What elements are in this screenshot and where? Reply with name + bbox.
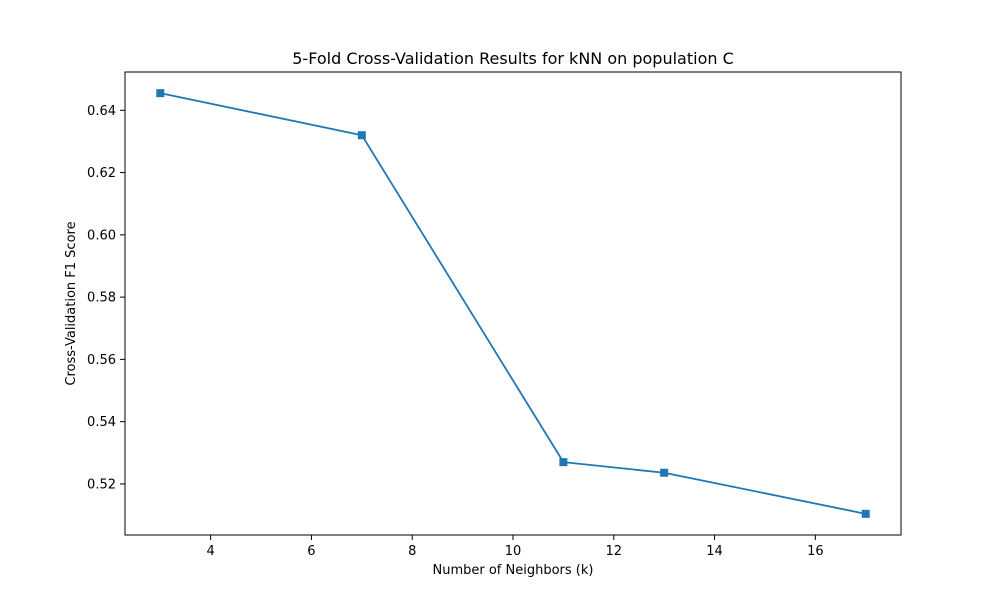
y-tick-label: 0.58 [87, 291, 116, 306]
y-tick-label: 0.56 [87, 353, 116, 368]
x-tick-label: 10 [505, 544, 522, 559]
plot-area-frame [124, 71, 902, 536]
plot-series-layer [156, 89, 870, 518]
chart-title: 5-Fold Cross-Validation Results for kNN … [292, 49, 734, 68]
data-point-marker [660, 468, 669, 477]
y-tick-label: 0.60 [87, 228, 116, 243]
y-axis-label: Cross-Validation F1 Score [64, 221, 79, 385]
x-tick-label: 12 [606, 544, 623, 559]
x-axis-ticks: 4 6 8 10 12 14 16 [207, 535, 824, 559]
y-tick-label: 0.62 [87, 166, 116, 181]
data-point-marker [861, 509, 870, 518]
x-tick-label: 14 [706, 544, 723, 559]
data-point-marker [357, 131, 366, 140]
y-tick-label: 0.64 [87, 104, 116, 119]
x-tick-label: 4 [207, 544, 215, 559]
x-tick-label: 16 [807, 544, 824, 559]
data-point-marker [559, 458, 568, 467]
y-tick-label: 0.52 [87, 477, 116, 492]
x-tick-label: 8 [408, 544, 416, 559]
y-axis-ticks: 0.52 0.54 0.56 0.58 0.60 0.62 0.64 [87, 104, 125, 492]
x-axis-label: Number of Neighbors (k) [433, 563, 594, 578]
data-point-marker [156, 89, 165, 98]
y-tick-label: 0.54 [87, 415, 116, 430]
x-tick-label: 6 [307, 544, 315, 559]
